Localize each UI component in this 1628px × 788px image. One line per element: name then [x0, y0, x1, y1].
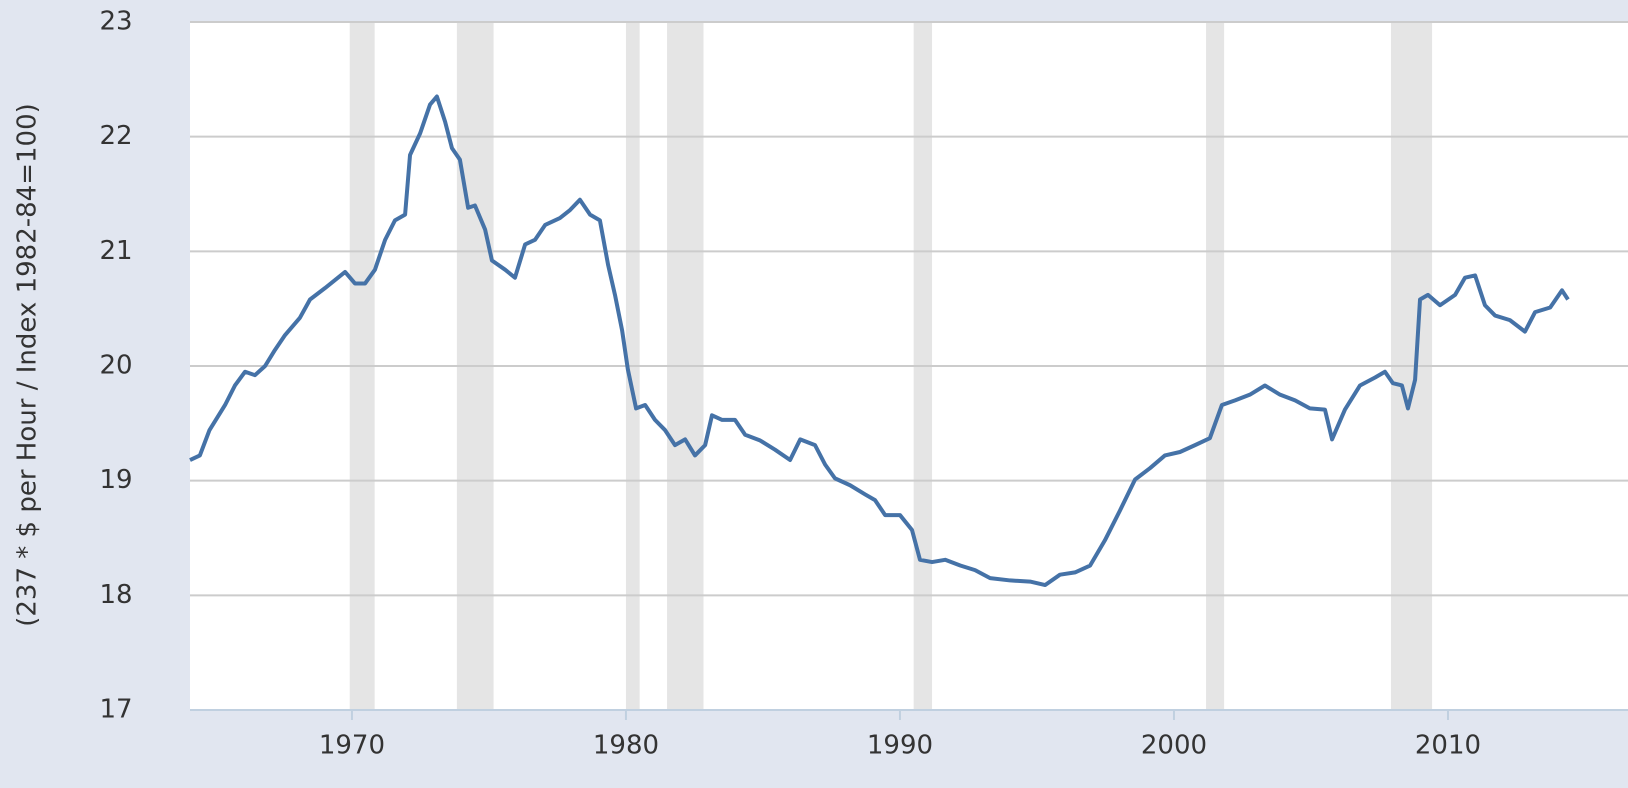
- y-tick-label: 23: [99, 7, 132, 37]
- x-tick-label: 1990: [867, 731, 933, 761]
- y-tick-label: 19: [99, 465, 132, 495]
- data-line: [189, 94, 1570, 588]
- y-tick-label: 18: [99, 580, 132, 610]
- y-tick-label: 17: [99, 695, 132, 725]
- y-tick-label: 22: [99, 121, 132, 151]
- x-tick-label: 1970: [319, 731, 385, 761]
- x-tick-label: 2010: [1415, 731, 1481, 761]
- x-tick-label: 2000: [1141, 731, 1207, 761]
- x-tick-label: 1980: [593, 731, 659, 761]
- y-tick-label: 21: [99, 236, 132, 266]
- y-axis-label: (237 * $ per Hour / Index 1982-84=100): [13, 103, 43, 627]
- y-tick-label: 20: [99, 351, 132, 381]
